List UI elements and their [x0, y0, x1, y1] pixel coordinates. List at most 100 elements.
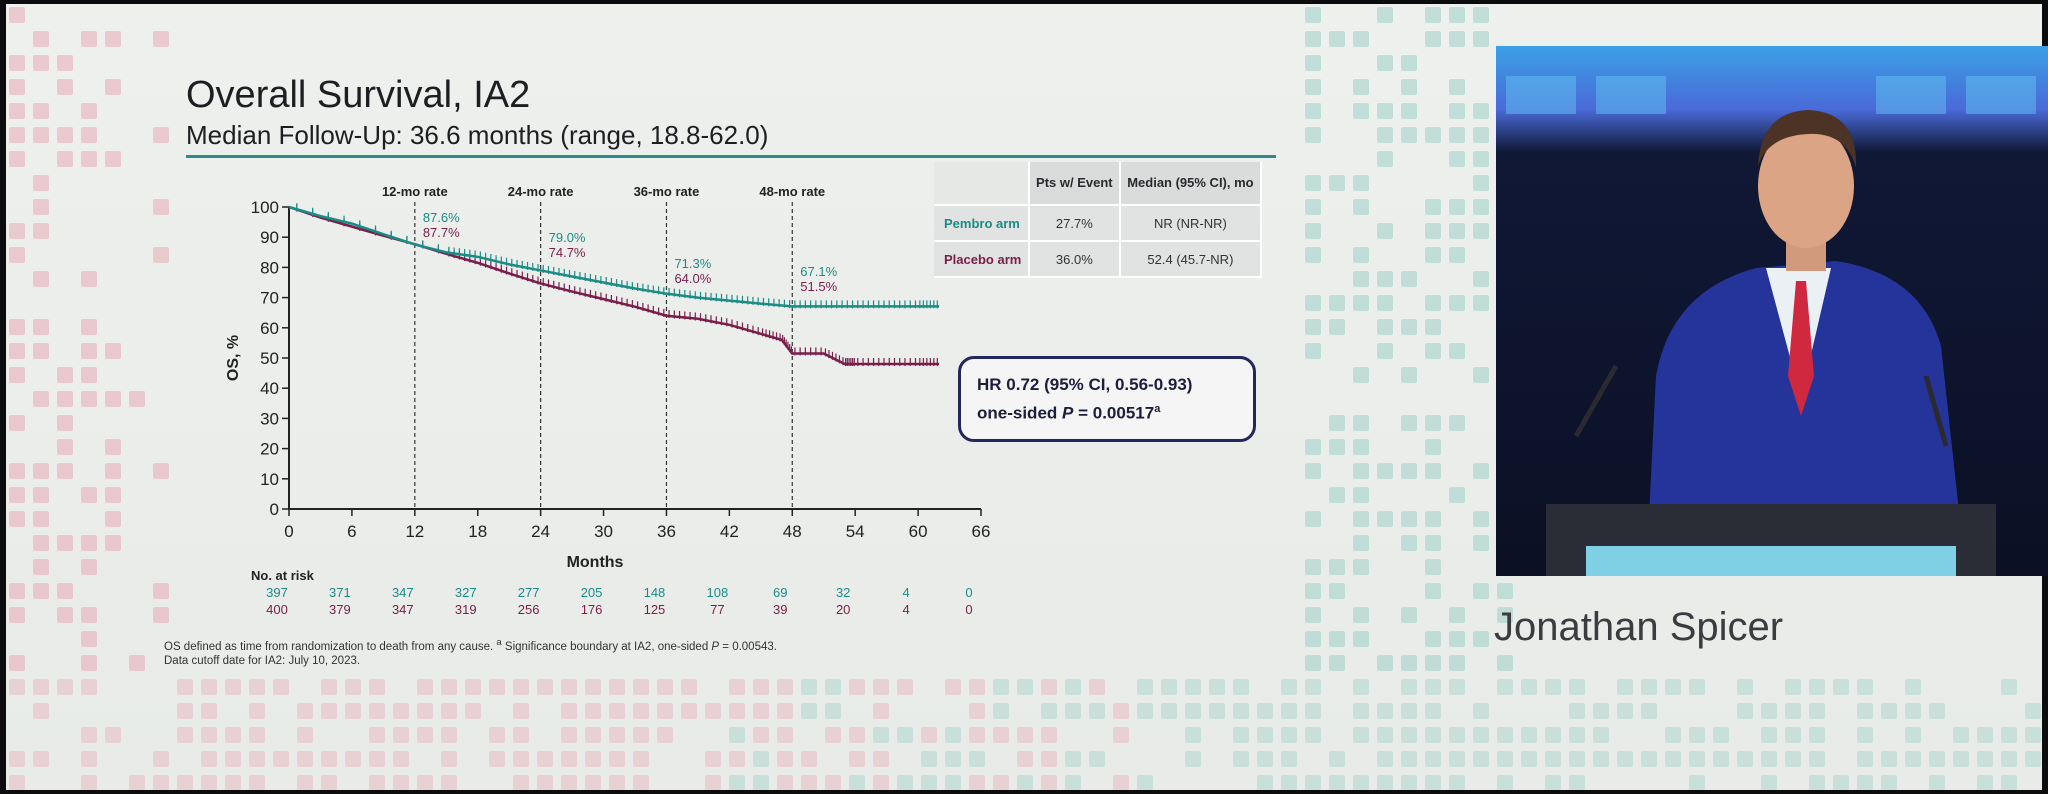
deco-square	[1281, 727, 1297, 743]
deco-square	[105, 511, 121, 527]
deco-square	[1401, 367, 1417, 383]
table-cell-arm: Placebo arm	[934, 241, 1030, 278]
deco-square	[297, 727, 313, 743]
deco-square	[1401, 127, 1417, 143]
landmark-label: 36-mo rate	[634, 184, 700, 199]
deco-square	[441, 727, 457, 743]
deco-square	[1353, 271, 1369, 287]
deco-square	[201, 679, 217, 695]
deco-square	[1305, 7, 1321, 23]
deco-square	[153, 607, 169, 623]
deco-square	[993, 775, 1009, 790]
deco-square	[801, 679, 817, 695]
deco-square	[105, 391, 121, 407]
at-risk-pembro-count: 108	[707, 585, 729, 600]
deco-square	[105, 343, 121, 359]
deco-square	[1401, 103, 1417, 119]
deco-square	[1521, 751, 1537, 767]
deco-square	[1473, 751, 1489, 767]
deco-square	[1857, 679, 1873, 695]
x-tick-label: 12	[405, 522, 424, 541]
deco-square	[393, 727, 409, 743]
deco-square	[105, 463, 121, 479]
deco-square	[1401, 727, 1417, 743]
deco-square	[897, 727, 913, 743]
deco-square	[777, 727, 793, 743]
title-divider	[186, 155, 1276, 158]
deco-square	[81, 775, 97, 790]
deco-square	[1473, 727, 1489, 743]
deco-square	[1449, 727, 1465, 743]
deco-square	[1017, 679, 1033, 695]
deco-square	[1353, 247, 1369, 263]
deco-square	[393, 751, 409, 767]
deco-square	[1113, 775, 1129, 790]
deco-square	[561, 703, 577, 719]
deco-square	[105, 31, 121, 47]
deco-square	[1569, 751, 1585, 767]
deco-square	[1377, 775, 1393, 790]
deco-square	[1377, 343, 1393, 359]
deco-square	[1305, 511, 1321, 527]
deco-square	[1089, 751, 1105, 767]
deco-square	[1785, 679, 1801, 695]
deco-square	[561, 751, 577, 767]
deco-square	[633, 727, 649, 743]
at-risk-heading: No. at risk	[251, 568, 315, 583]
deco-square	[585, 727, 601, 743]
deco-square	[1809, 775, 1825, 790]
deco-square	[153, 199, 169, 215]
deco-square	[825, 679, 841, 695]
deco-square	[81, 391, 97, 407]
deco-square	[369, 703, 385, 719]
deco-square	[1353, 175, 1369, 191]
deco-square	[1881, 751, 1897, 767]
deco-square	[1305, 31, 1321, 47]
deco-square	[1545, 727, 1561, 743]
deco-square	[1449, 247, 1465, 263]
deco-square	[1257, 775, 1273, 790]
at-risk-placebo-count: 256	[518, 602, 540, 617]
deco-square	[81, 655, 97, 671]
deco-square	[1305, 607, 1321, 623]
deco-square	[1521, 679, 1537, 695]
deco-square	[1281, 703, 1297, 719]
deco-square	[369, 775, 385, 790]
deco-square	[1305, 319, 1321, 335]
deco-square	[1353, 727, 1369, 743]
deco-square	[1329, 175, 1345, 191]
deco-square	[1809, 679, 1825, 695]
deco-square	[1665, 751, 1681, 767]
deco-square	[225, 751, 241, 767]
deco-square	[9, 343, 25, 359]
deco-square	[1689, 751, 1705, 767]
landmark-pembro-rate: 79.0%	[549, 230, 586, 245]
deco-square	[1857, 703, 1873, 719]
deco-square	[777, 679, 793, 695]
y-tick-label: 20	[260, 440, 279, 459]
deco-square	[1953, 727, 1969, 743]
deco-square	[1401, 775, 1417, 790]
x-tick-label: 36	[657, 522, 676, 541]
deco-square	[513, 751, 529, 767]
deco-square	[2025, 751, 2041, 767]
deco-square	[1617, 679, 1633, 695]
deco-square	[1425, 199, 1441, 215]
deco-square	[849, 775, 865, 790]
deco-square	[1449, 679, 1465, 695]
footnotes: OS defined as time from randomization to…	[164, 636, 924, 668]
deco-square	[81, 487, 97, 503]
deco-square	[33, 703, 49, 719]
deco-square	[1761, 751, 1777, 767]
deco-square	[1425, 463, 1441, 479]
deco-square	[1401, 655, 1417, 671]
deco-square	[417, 703, 433, 719]
deco-square	[489, 727, 505, 743]
deco-square	[1449, 151, 1465, 167]
deco-square	[57, 367, 73, 383]
deco-square	[105, 439, 121, 455]
deco-square	[369, 727, 385, 743]
at-risk-placebo-count: 400	[266, 602, 288, 617]
deco-square	[1497, 775, 1513, 790]
deco-square	[1305, 631, 1321, 647]
